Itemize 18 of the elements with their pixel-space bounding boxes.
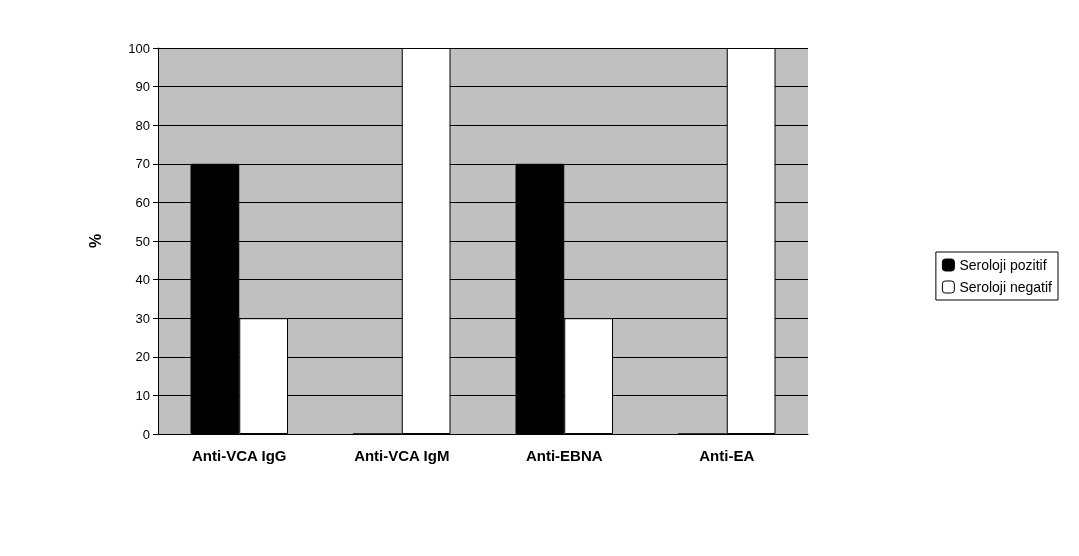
y-tick-label: 90 <box>135 79 150 95</box>
y-tick-label: 30 <box>135 310 150 326</box>
y-tick-label: 20 <box>135 349 150 365</box>
y-tick-label: 10 <box>135 387 150 403</box>
y-tick-label: 0 <box>142 426 150 442</box>
y-tick-label: 50 <box>135 233 150 249</box>
x-tick-label: Anti-VCA IgG <box>192 447 287 464</box>
x-tick-label: Anti-EBNA <box>525 447 603 464</box>
x-tick-label: Anti-VCA IgM <box>354 447 450 464</box>
legend-label: Seroloji pozitif <box>959 257 1047 273</box>
y-tick-label: 80 <box>135 117 150 133</box>
y-tick-label: 40 <box>135 272 150 288</box>
y-tick-label: 70 <box>135 156 150 172</box>
legend-label: Seroloji negatif <box>959 279 1053 295</box>
x-tick-label: Anti-EA <box>699 447 755 464</box>
y-tick-label: 60 <box>135 194 150 210</box>
y-tick-label: 100 <box>128 40 150 56</box>
y-axis-title: % <box>86 233 104 249</box>
